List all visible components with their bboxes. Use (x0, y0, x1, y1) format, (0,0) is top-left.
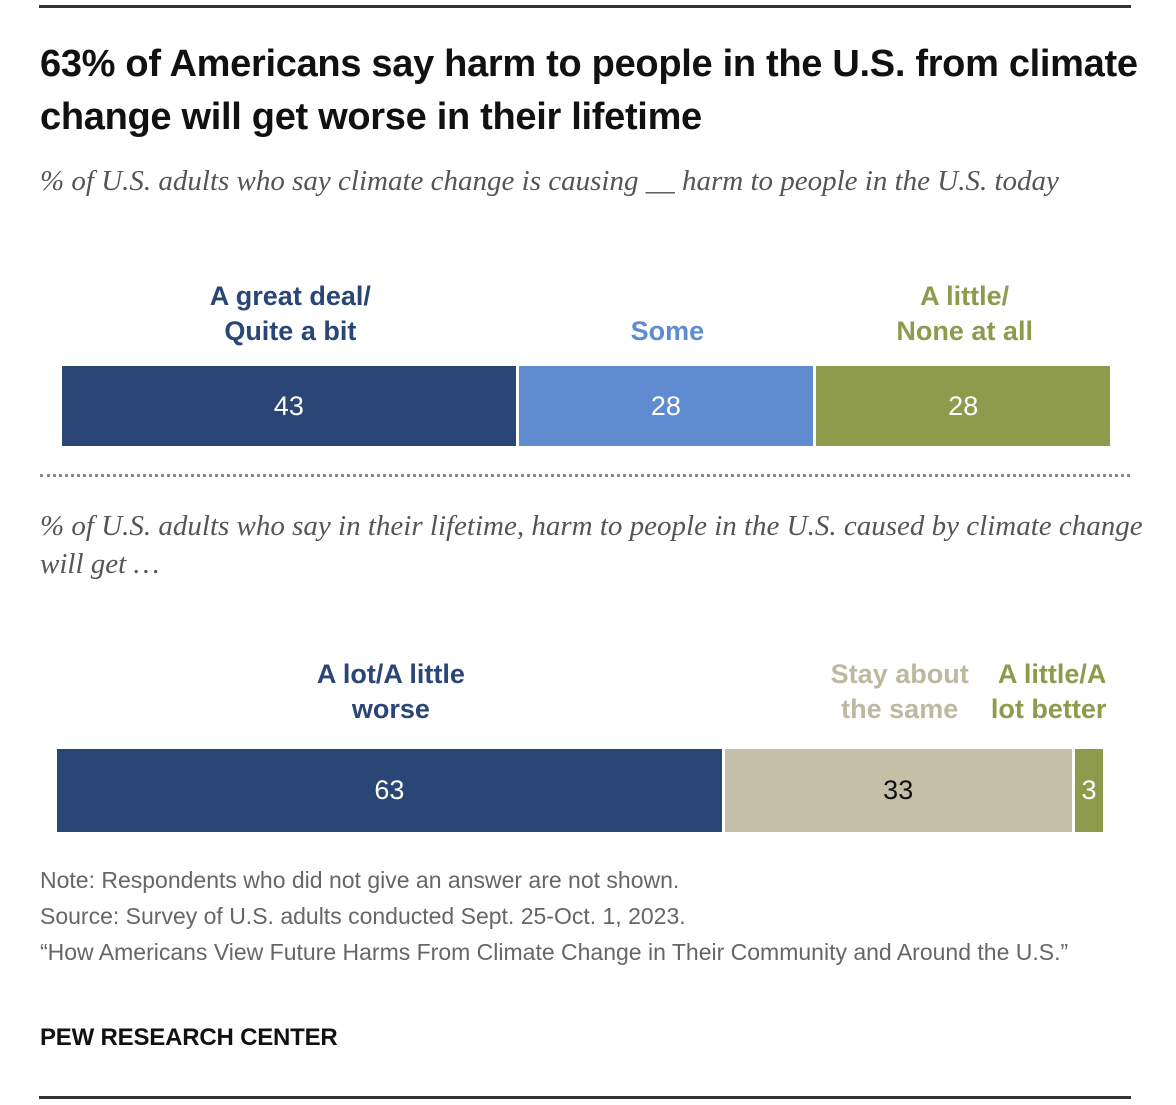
note-text: Note: Respondents who did not give an an… (40, 867, 680, 893)
chart2-bar-segment-1: 33 (724, 749, 1072, 832)
chart1-category-label-1: Some (630, 316, 705, 346)
report-title: “How Americans View Future Harms From Cl… (40, 939, 1069, 965)
chart1-category-label-0: A great deal/ Quite a bit (209, 281, 371, 346)
chart2-value-label-1: 33 (883, 775, 914, 805)
pew-logo-text: PEW RESEARCH CENTER (40, 1024, 338, 1051)
chart2-category-label-0: A lot/A little worse (316, 659, 465, 724)
chart1-category-label-2: A little/ None at all (896, 281, 1033, 346)
chart1-value-label-2: 28 (948, 390, 979, 421)
chart1-subtitle: % of U.S. adults who say climate change … (40, 165, 1059, 197)
chart1-value-label-1: 28 (650, 390, 681, 421)
chart2-category-label-1: Stay about the same (830, 659, 969, 724)
chart2-subtitle: % of U.S. adults who say in their lifeti… (40, 510, 1143, 580)
chart2-bar-segment-0: 63 (57, 749, 722, 832)
chart1-bar-segment-1: 28 (518, 366, 814, 446)
chart2-value-label-0: 63 (374, 775, 405, 805)
top-rule (39, 5, 1131, 8)
chart1-bar-segment-2: 28 (816, 366, 1111, 446)
bottom-rule (39, 1096, 1131, 1099)
source-text: Source: Survey of U.S. adults conducted … (40, 903, 686, 929)
chart2-bar-segment-2: 3 (1074, 749, 1104, 832)
chart1-bar-segment-0: 43 (62, 366, 516, 446)
dotted-divider (40, 474, 1130, 477)
chart1-value-label-0: 43 (273, 390, 304, 421)
chart-title: 63% of Americans say harm to people in t… (40, 43, 1138, 138)
chart2-value-label-2: 3 (1081, 775, 1097, 805)
chart2-category-label-2: A little/A lot better (990, 659, 1107, 724)
